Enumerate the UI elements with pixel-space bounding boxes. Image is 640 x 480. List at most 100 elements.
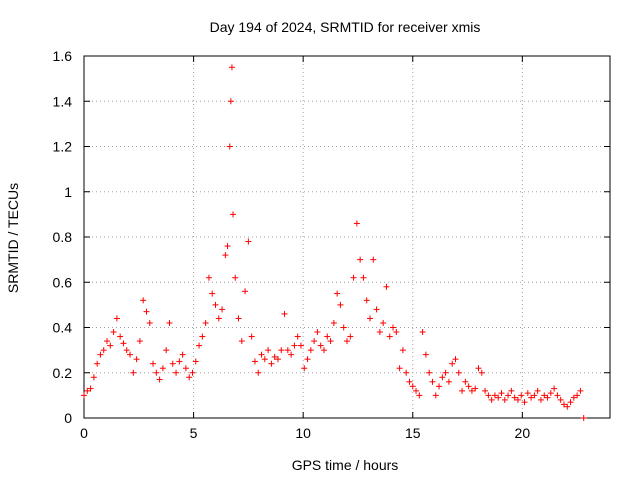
data-point	[97, 351, 104, 358]
data-point	[199, 333, 206, 340]
data-point	[189, 369, 196, 376]
data-point	[495, 394, 502, 401]
data-point	[212, 301, 219, 308]
data-point	[570, 394, 577, 401]
data-point	[84, 387, 91, 394]
data-point	[274, 356, 281, 363]
data-point	[370, 256, 377, 263]
data-point	[294, 333, 301, 340]
data-point	[104, 338, 111, 345]
data-point	[491, 392, 498, 399]
data-point	[416, 392, 423, 399]
data-point	[380, 319, 387, 326]
data-point	[376, 329, 383, 336]
data-point	[475, 365, 482, 372]
y-tick-label: 1	[64, 184, 72, 200]
y-tick-label: 0.6	[53, 274, 73, 290]
data-point	[182, 365, 189, 372]
chart-title: Day 194 of 2024, SRMTID for receiver xmi…	[210, 19, 481, 35]
data-point	[531, 392, 538, 399]
data-point	[120, 340, 127, 347]
data-point	[219, 306, 226, 313]
data-point	[472, 385, 479, 392]
data-point	[227, 98, 234, 105]
data-point	[350, 274, 357, 281]
data-point	[432, 392, 439, 399]
data-point	[94, 360, 101, 367]
data-point	[271, 353, 278, 360]
data-point	[202, 319, 209, 326]
data-point	[524, 390, 531, 397]
data-point	[337, 301, 344, 308]
data-point	[314, 329, 321, 336]
x-tick-label: 15	[405, 425, 421, 441]
data-point	[278, 347, 285, 354]
data-point	[81, 392, 87, 399]
data-point	[577, 387, 584, 394]
data-point	[442, 369, 449, 376]
data-point	[482, 387, 489, 394]
data-point	[426, 369, 433, 376]
data-point	[452, 356, 459, 363]
data-point	[386, 333, 393, 340]
data-point	[304, 356, 311, 363]
data-point	[413, 387, 420, 394]
y-tick-label: 0.8	[53, 229, 73, 245]
data-point	[406, 378, 413, 385]
data-point	[258, 351, 265, 358]
data-point	[268, 360, 275, 367]
data-point	[235, 315, 242, 322]
data-point	[488, 396, 495, 403]
data-point	[143, 308, 150, 315]
data-point	[551, 385, 558, 392]
data-point	[363, 297, 370, 304]
data-point	[340, 324, 347, 331]
data-point	[554, 392, 561, 399]
data-point	[455, 369, 462, 376]
data-point	[159, 365, 166, 372]
data-point	[422, 351, 429, 358]
data-point	[224, 243, 231, 250]
data-point	[498, 390, 505, 397]
data-point	[560, 401, 567, 408]
data-point	[226, 143, 233, 150]
data-point	[222, 252, 229, 259]
data-point	[462, 378, 469, 385]
data-point	[344, 338, 350, 345]
data-point	[468, 387, 475, 394]
data-point	[541, 392, 548, 399]
data-point	[373, 306, 380, 313]
data-point	[123, 347, 130, 354]
x-axis-label: GPS time / hours	[292, 457, 399, 473]
data-point	[130, 369, 137, 376]
data-point	[209, 290, 216, 297]
data-point	[347, 333, 354, 340]
data-point	[248, 333, 255, 340]
data-point	[580, 415, 587, 421]
data-point	[521, 399, 528, 406]
data-point	[459, 387, 466, 394]
data-point	[534, 387, 541, 394]
data-point	[192, 358, 199, 365]
y-tick-label: 0.4	[53, 320, 73, 336]
data-point	[564, 403, 571, 410]
data-point	[205, 274, 212, 281]
data-point	[396, 365, 403, 372]
data-point	[393, 329, 400, 336]
data-point	[537, 396, 544, 403]
y-axis-tick-labels: 0 0.2 0.4 0.6 0.8 1 1.2 1.4 1.6	[53, 48, 73, 426]
data-point	[196, 342, 203, 349]
data-point	[150, 360, 157, 367]
data-point	[449, 360, 456, 367]
data-point	[251, 358, 258, 365]
data-point	[574, 392, 581, 399]
data-point	[232, 274, 239, 281]
data-point	[330, 319, 337, 326]
data-point	[334, 290, 341, 297]
y-tick-label: 0.2	[53, 365, 73, 381]
data-point	[297, 342, 304, 349]
x-axis-tick-labels: 0 5 10 15 20	[80, 425, 530, 441]
data-point	[261, 356, 268, 363]
